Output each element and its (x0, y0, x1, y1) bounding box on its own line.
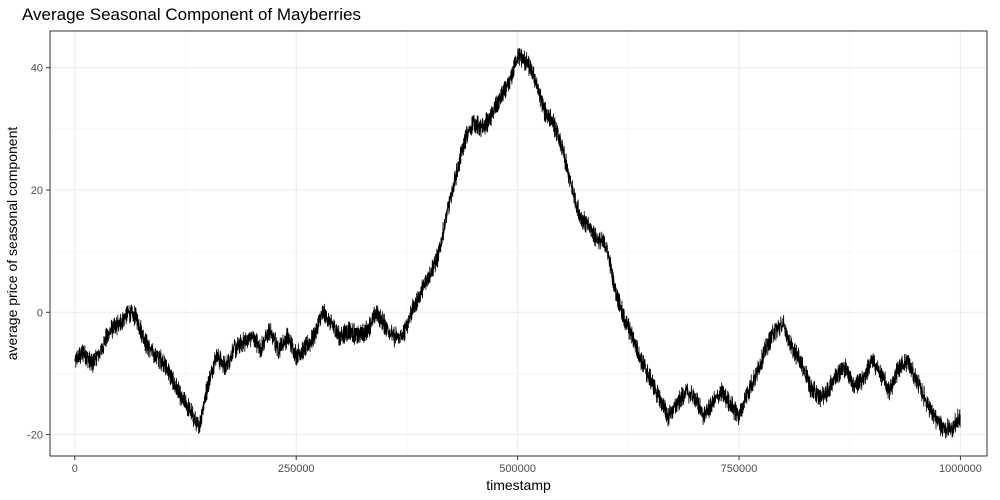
series-line (74, 47, 961, 439)
x-tick-label: 500000 (499, 463, 536, 475)
x-tick-label: 1000000 (939, 463, 982, 475)
x-axis-title: timestamp (486, 477, 551, 493)
x-tick-label: 750000 (721, 463, 758, 475)
x-tick-label: 0 (72, 463, 78, 475)
tick-marks (46, 67, 961, 460)
chart-title: Average Seasonal Component of Mayberries (22, 5, 361, 24)
y-tick-label: 20 (31, 185, 43, 197)
y-tick-label: 0 (37, 307, 43, 319)
x-tick-label: 250000 (278, 463, 315, 475)
line-layer (74, 47, 961, 439)
tick-labels: 0 250000 500000 750000 1000000 -20 0 20 40 (27, 63, 982, 475)
y-tick-label: -20 (27, 430, 43, 442)
panel-border (49, 30, 988, 457)
grid (50, 31, 987, 456)
y-axis-title: average price of seasonal component (4, 127, 20, 361)
y-tick-label: 40 (31, 63, 43, 75)
